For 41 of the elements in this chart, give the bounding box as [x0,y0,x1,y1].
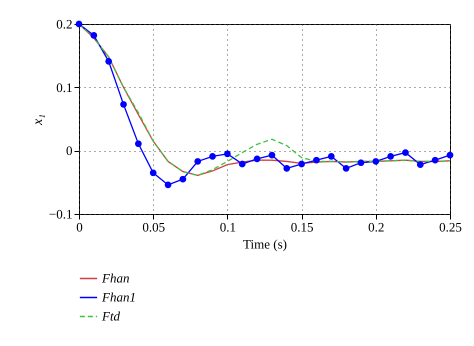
point [313,156,320,164]
y-tick-label: 0 [66,143,72,158]
legend-label: Ftd [101,308,121,324]
legend-label: Fhan [101,270,130,286]
y-tick-label: 0.2 [56,16,72,32]
y-axis-title: x₁ [30,114,46,126]
point [105,58,112,65]
point [224,150,231,158]
point [372,158,380,165]
point [150,169,157,176]
x-tick-label: 0 [76,220,83,234]
point [209,153,216,160]
point [432,156,439,164]
point [135,140,142,148]
point [194,158,202,165]
point [283,165,290,172]
point [328,153,335,160]
x-axis-title: Time (s) [243,236,287,252]
point [402,149,409,156]
point [342,165,350,172]
point [268,152,276,158]
point [90,32,98,39]
x-tick-label: 0.2 [368,220,384,234]
x-tick-label: 0.1 [220,220,236,234]
point [76,20,82,28]
point [298,160,305,168]
y-tick-label: −0.1 [48,206,72,222]
x-tick-label: 0.25 [439,220,462,234]
point [254,156,260,162]
x-tick-label: 0.05 [142,220,166,234]
legend-label: Fhan1 [101,290,136,304]
point [164,182,172,188]
point [358,159,364,166]
point [416,161,424,168]
point [446,152,454,158]
point [120,101,127,108]
point [238,160,246,168]
x-tick-label: 0.15 [290,220,314,234]
point [387,153,394,160]
point [180,176,186,183]
y-tick-label: 0.1 [56,80,72,95]
